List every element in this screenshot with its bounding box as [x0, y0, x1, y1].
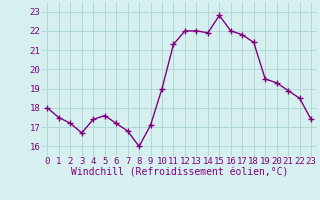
- X-axis label: Windchill (Refroidissement éolien,°C): Windchill (Refroidissement éolien,°C): [70, 168, 288, 178]
